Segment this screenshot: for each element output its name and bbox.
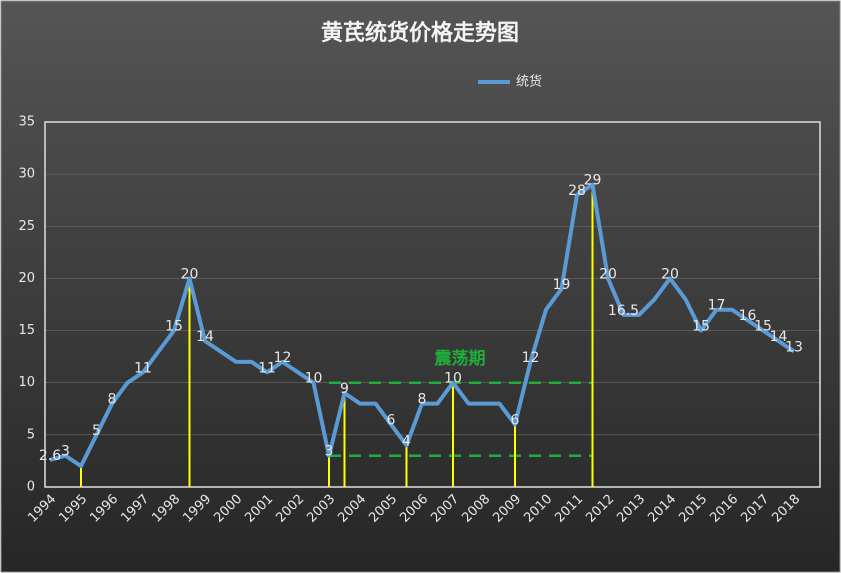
- data-label: 11: [134, 360, 152, 376]
- data-label: 8: [418, 392, 427, 408]
- data-label: 17: [708, 298, 726, 314]
- data-label: 20: [661, 266, 679, 282]
- data-label: 16: [739, 308, 757, 324]
- annotation: 震荡期: [434, 349, 486, 369]
- data-label: 6: [511, 412, 520, 428]
- data-label: 15: [754, 319, 772, 335]
- data-label: 10: [444, 371, 462, 387]
- data-label: 12: [522, 350, 540, 366]
- data-label: 19: [553, 277, 571, 293]
- data-label: 2.6: [39, 448, 61, 464]
- data-label: 15: [692, 319, 710, 335]
- data-label: 20: [181, 266, 199, 282]
- y-tick-label: 25: [18, 219, 35, 234]
- y-tick-label: 15: [18, 323, 35, 338]
- data-label: 6: [387, 412, 396, 428]
- data-label: 4: [402, 433, 411, 449]
- legend-label: 统货: [516, 74, 542, 90]
- data-label: 5: [92, 423, 101, 439]
- y-tick-label: 35: [18, 115, 35, 130]
- data-label: 20: [599, 266, 617, 282]
- data-label: 3: [61, 444, 70, 460]
- data-label: 13: [785, 339, 803, 355]
- data-label: 16.5: [608, 303, 639, 319]
- y-tick-label: 20: [18, 271, 35, 286]
- y-tick-label: 30: [18, 167, 35, 182]
- data-label: 14: [196, 329, 214, 345]
- data-label: 8: [108, 392, 117, 408]
- data-label: 10: [305, 371, 323, 387]
- data-label: 9: [340, 381, 349, 397]
- data-label: 15: [165, 319, 183, 335]
- series-line: [49, 182, 796, 469]
- plot-frame: [44, 121, 821, 488]
- data-label: 12: [274, 350, 292, 366]
- y-tick-label: 10: [18, 375, 35, 390]
- data-label: 29: [584, 173, 602, 189]
- data-label: 28: [568, 183, 586, 199]
- y-tick-label: 5: [27, 427, 35, 442]
- data-label: 11: [258, 360, 276, 376]
- data-label: 3: [325, 444, 334, 460]
- y-tick-label: 0: [27, 480, 35, 495]
- data-label: 14: [770, 329, 788, 345]
- chart-title: 黄芪统货价格走势图: [321, 20, 519, 46]
